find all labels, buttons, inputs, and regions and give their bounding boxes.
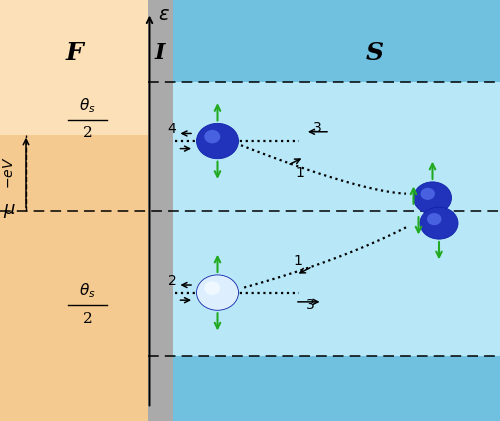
Text: $\theta_s$: $\theta_s$ bbox=[79, 281, 96, 300]
Text: I: I bbox=[155, 42, 165, 64]
Text: 2: 2 bbox=[168, 274, 176, 288]
FancyBboxPatch shape bbox=[172, 0, 500, 82]
Text: 2: 2 bbox=[82, 312, 92, 326]
Circle shape bbox=[414, 182, 452, 214]
Text: 2: 2 bbox=[82, 126, 92, 141]
Circle shape bbox=[204, 130, 220, 143]
Text: $\mu$: $\mu$ bbox=[2, 202, 16, 219]
FancyBboxPatch shape bbox=[0, 0, 148, 135]
Text: F: F bbox=[65, 40, 83, 65]
Text: 3: 3 bbox=[306, 298, 314, 312]
Text: 3: 3 bbox=[313, 121, 322, 136]
Text: S: S bbox=[366, 40, 384, 65]
FancyBboxPatch shape bbox=[148, 0, 172, 421]
Circle shape bbox=[204, 282, 220, 295]
FancyBboxPatch shape bbox=[0, 0, 148, 421]
Text: $\epsilon$: $\epsilon$ bbox=[158, 6, 170, 24]
Text: 4: 4 bbox=[168, 122, 176, 136]
Text: 1: 1 bbox=[293, 254, 302, 268]
Text: $-eV$: $-eV$ bbox=[2, 156, 16, 189]
FancyBboxPatch shape bbox=[172, 82, 500, 356]
Circle shape bbox=[196, 123, 238, 159]
Text: $\theta_s$: $\theta_s$ bbox=[79, 96, 96, 115]
Text: 1: 1 bbox=[296, 165, 304, 180]
Circle shape bbox=[427, 213, 442, 225]
Circle shape bbox=[196, 275, 238, 310]
FancyBboxPatch shape bbox=[172, 356, 500, 421]
Circle shape bbox=[420, 188, 435, 200]
Circle shape bbox=[420, 207, 458, 239]
